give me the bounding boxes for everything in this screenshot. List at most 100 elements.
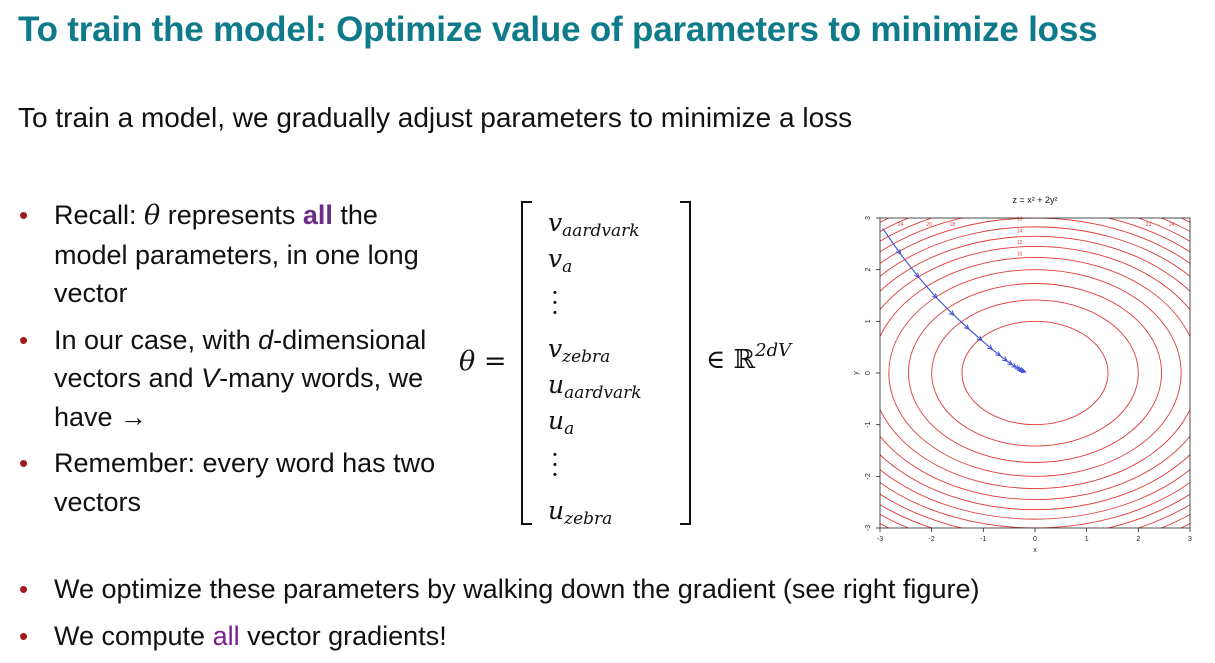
gradient-step: [918, 277, 938, 299]
gradient-arrowhead: [1020, 368, 1027, 374]
bullet-text: We compute: [54, 620, 213, 651]
gradient-step: [1000, 355, 1008, 362]
equation-rhs: ∈ ℝ2dV: [706, 340, 791, 375]
bullet-text: In our case, with: [54, 324, 259, 355]
bottom-bullet-list: We optimize these parameters by walking …: [18, 570, 1168, 663]
right-bracket: [680, 201, 691, 525]
entry-base: u: [548, 406, 565, 435]
entry-subscript: aardvark: [564, 383, 642, 403]
contour-label: 20: [926, 222, 932, 228]
bullet-our-case: In our case, with d-dimensional vectors …: [18, 321, 458, 437]
contour-line-16: [880, 226, 1190, 520]
bullet-text: -dimensional vectors and: [54, 324, 427, 394]
y-tick-label: -2: [865, 473, 872, 479]
d-symbol: d: [258, 324, 274, 355]
contour-line-4: [931, 299, 1139, 447]
dimension-exponent: 2dV: [755, 340, 792, 361]
gradient-step: [936, 297, 955, 316]
x-tick-label: 3: [1188, 536, 1192, 543]
contour-line-6: [907, 283, 1163, 463]
gradient-step: [882, 228, 902, 255]
vector-entry-v-zebra: vzebra: [548, 334, 610, 367]
y-axis-label: y: [853, 371, 860, 375]
bullet-text: Recall:: [54, 200, 145, 230]
equation-lhs: θ =: [459, 346, 507, 377]
contour-lines: [880, 218, 1190, 528]
contour-line-24: [880, 218, 1190, 528]
bullet-text: -many words, we have →: [54, 363, 424, 432]
contour-label: 12: [1017, 240, 1023, 246]
contour-label: 16: [1017, 217, 1023, 223]
highlight-all: all: [302, 200, 333, 230]
y-tick-label: -1: [865, 421, 872, 427]
gradient-step: [953, 314, 970, 330]
entry-base: v: [548, 244, 563, 273]
highlight-all: all: [212, 620, 240, 651]
x-tick-label: -3: [877, 536, 883, 543]
entry-subscript: aardvark: [562, 221, 640, 241]
vertical-ellipsis: · · ·: [551, 279, 559, 327]
left-bracket: [521, 201, 532, 525]
v-symbol: V: [201, 363, 220, 393]
plot-frame: [879, 217, 1191, 529]
gradient-arrowhead: [948, 310, 955, 316]
y-tick-label: 3: [865, 216, 872, 220]
gradient-step: [981, 340, 993, 350]
contour-line-2: [961, 320, 1109, 426]
bullet-text: the model parameters, in one long vector: [54, 200, 419, 308]
contour-line-8: [888, 269, 1182, 477]
vector-entry-v-aardvark: vaardvark: [548, 208, 640, 241]
bullet-text: Remember: every word has two vectors: [54, 448, 436, 517]
gradient-arrowhead: [1014, 364, 1021, 371]
contour-label: 14: [1017, 228, 1023, 234]
vector-entry-u-zebra: uzebra: [548, 496, 612, 529]
x-tick-label: 1: [1085, 536, 1089, 543]
in-reals-symbol: ∈ ℝ: [706, 345, 756, 375]
page-title: To train the model: Optimize value of pa…: [18, 10, 1098, 49]
vector-entry-v-a: va: [548, 244, 572, 277]
y-tick-label: 1: [865, 319, 872, 323]
bullet-compute: We compute all vector gradients!: [18, 617, 1168, 656]
gradient-arrowhead: [995, 351, 1002, 357]
gradient-arrowhead: [1017, 366, 1024, 372]
left-bullet-list: Recall: θ represents all the model param…: [18, 196, 458, 529]
contour-line-12: [880, 246, 1190, 500]
entry-base: u: [548, 370, 565, 399]
entry-base: v: [548, 334, 563, 363]
bullet-remember: Remember: every word has two vectors: [18, 444, 458, 521]
gradient-arrowhead: [932, 293, 938, 299]
bullet-text: vector gradients!: [239, 620, 447, 651]
gradient-step: [991, 348, 1001, 357]
x-axis-label: x: [1033, 547, 1037, 554]
contour-label: 18: [950, 222, 956, 228]
subtitle: To train a model, we gradually adjust pa…: [18, 102, 853, 133]
contour-line-14: [880, 235, 1190, 511]
y-tick-label: 0: [865, 371, 872, 375]
bullet-text: We optimize these parameters by walking …: [54, 574, 980, 604]
bullet-optimize: We optimize these parameters by walking …: [18, 570, 1168, 609]
entry-subscript: a: [564, 419, 575, 439]
gradient-step: [900, 253, 920, 278]
vertical-ellipsis: · · ·: [551, 441, 559, 489]
vector-entry-u-a: ua: [548, 406, 574, 439]
bullet-text: represents: [160, 200, 303, 230]
contour-line-20: [880, 218, 1190, 528]
bullet-recall: Recall: θ represents all the model param…: [18, 196, 458, 313]
x-tick-label: -1: [980, 536, 986, 543]
y-tick-label: -3: [865, 525, 872, 531]
x-tick-label: -2: [929, 536, 935, 543]
contour-label: 22: [1146, 222, 1152, 228]
entry-subscript: zebra: [562, 347, 611, 367]
contour-line-10: [880, 257, 1190, 489]
plot-title: z = x² + 2y²: [1012, 195, 1057, 205]
contour-label: 24: [1169, 222, 1175, 228]
x-tick-label: 2: [1136, 536, 1140, 543]
contour-label: 24: [898, 222, 904, 228]
entry-base: u: [548, 496, 565, 525]
entry-subscript: zebra: [564, 509, 613, 529]
entry-base: v: [548, 208, 563, 237]
contour-label: 10: [1017, 252, 1023, 258]
vector-entry-u-aardvark: uaardvark: [548, 370, 642, 403]
gradient-step: [968, 328, 983, 341]
